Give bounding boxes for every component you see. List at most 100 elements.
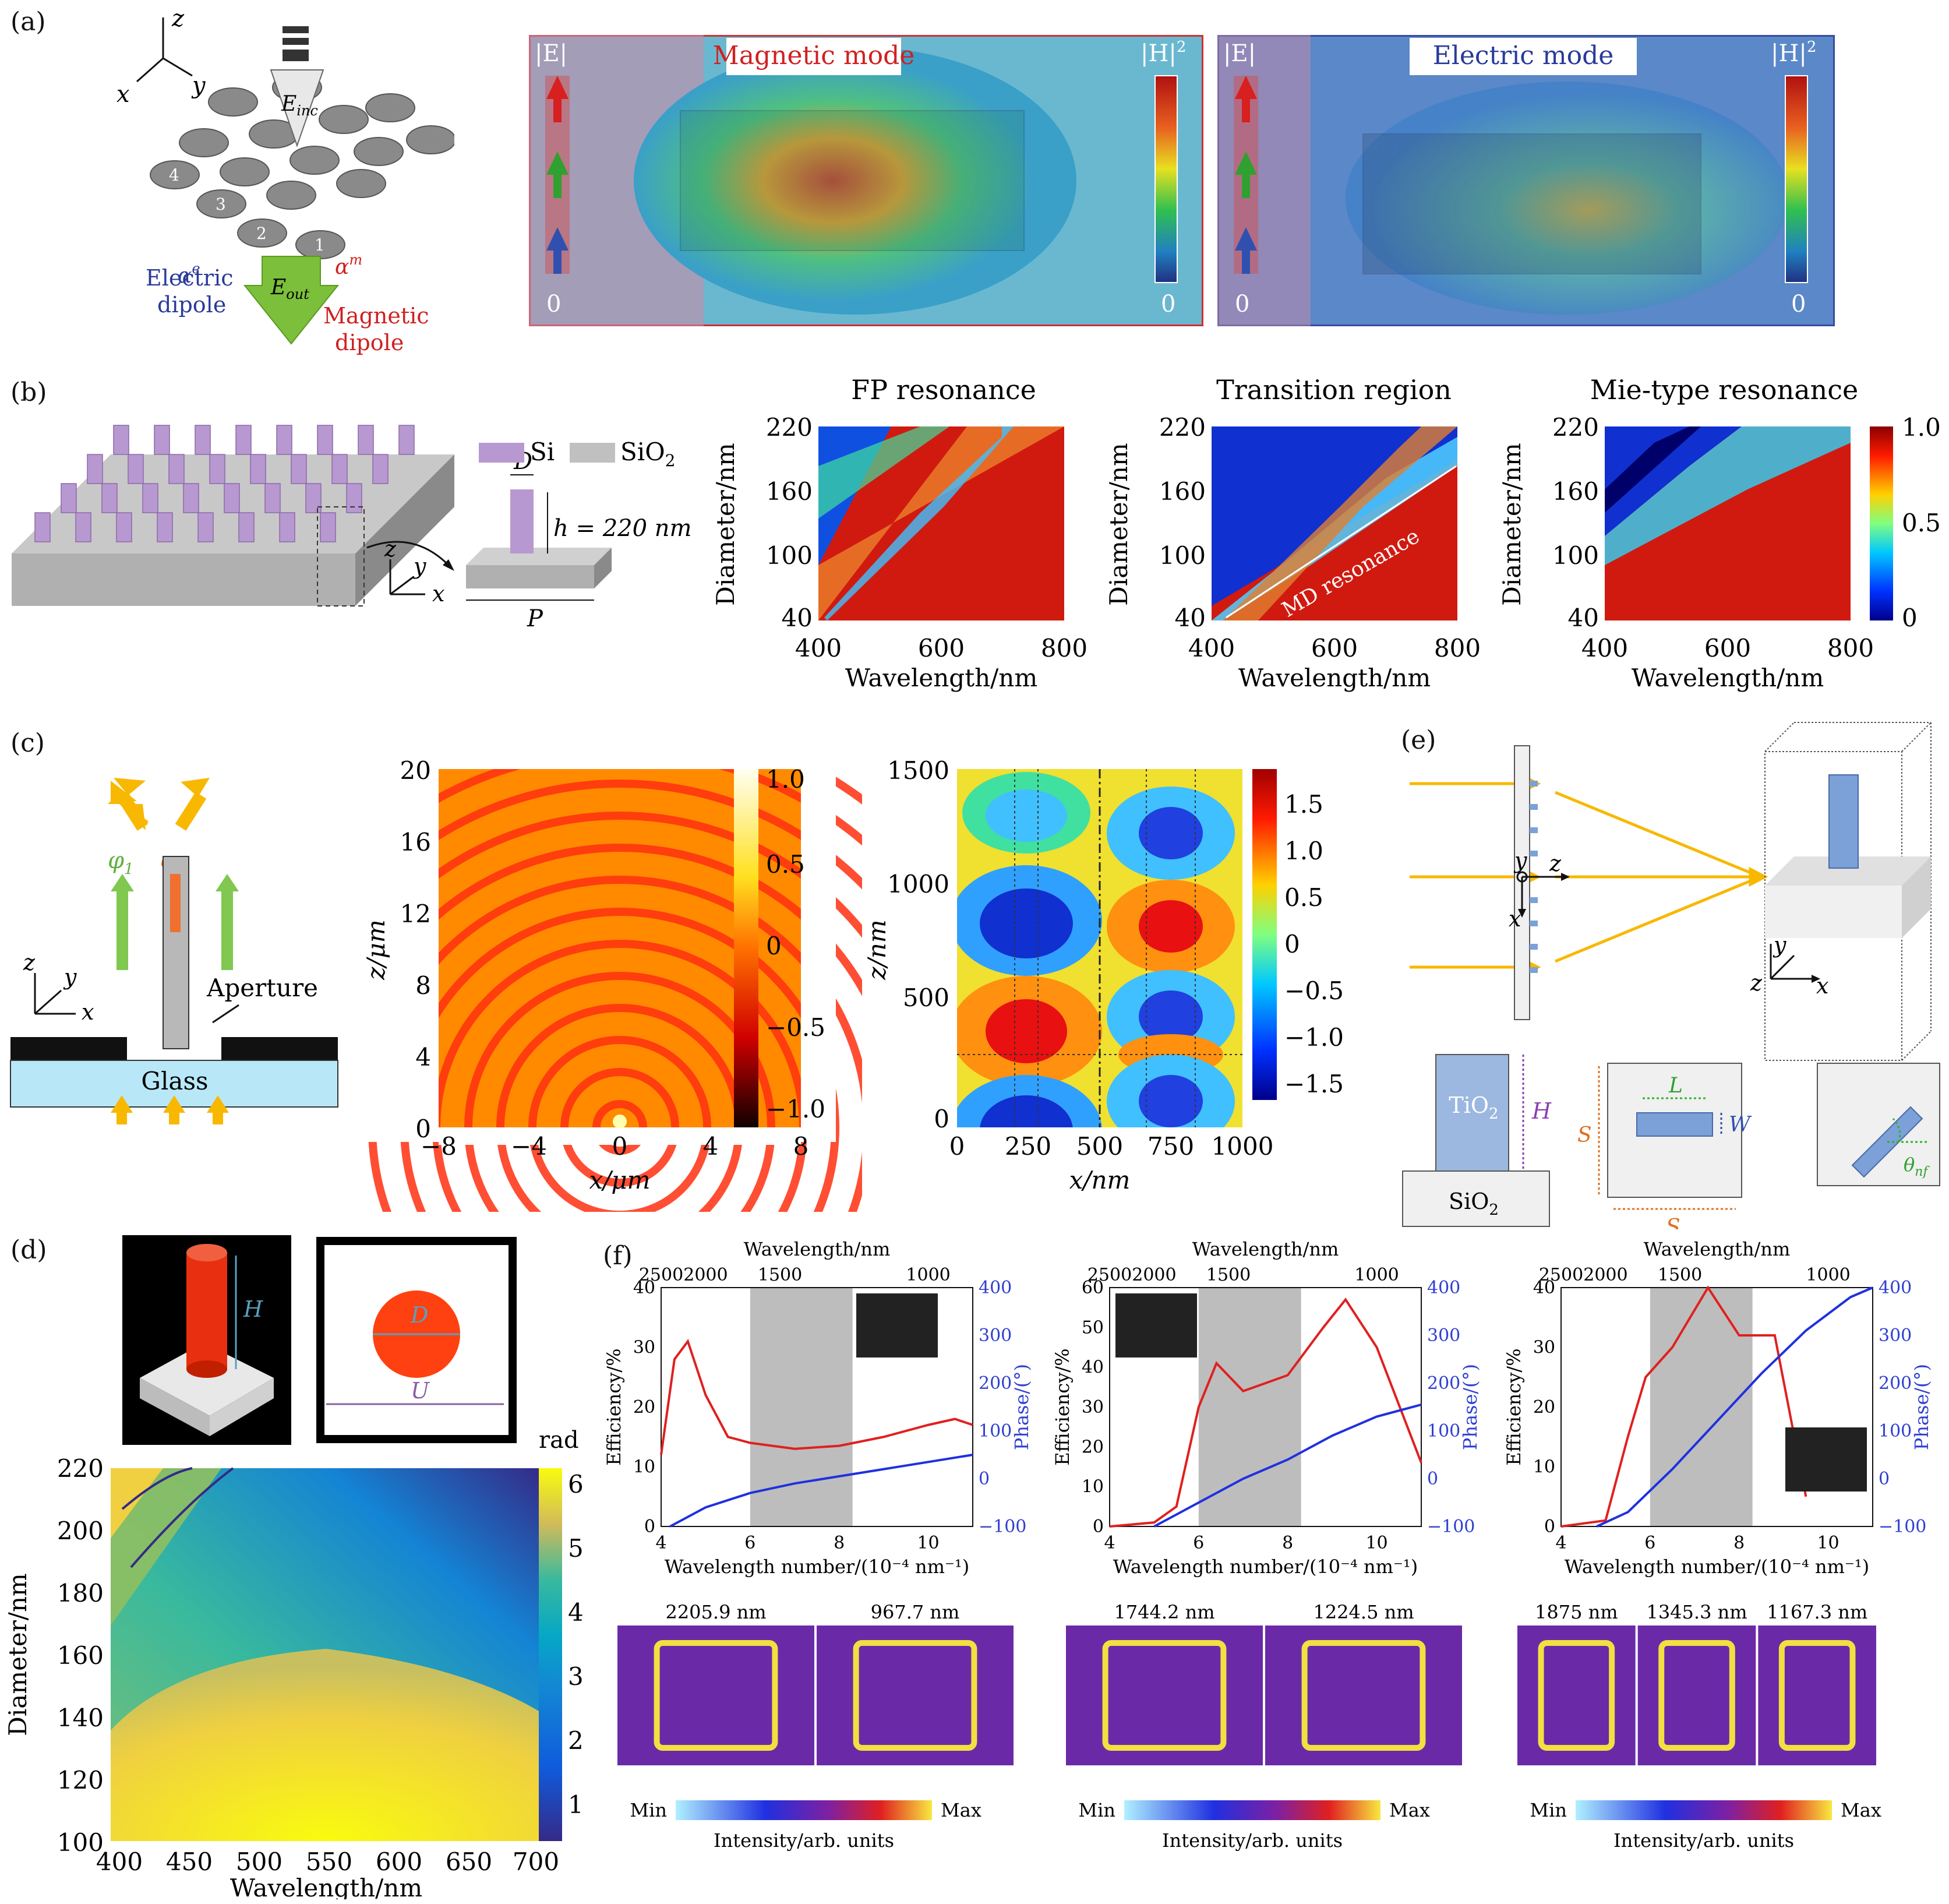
panel-label-c: (c) — [10, 728, 45, 758]
d-colorbar: rad 6 5 4 3 2 1 — [539, 1427, 584, 1841]
glass-label: Glass — [141, 1067, 208, 1095]
panel-label-b: (b) — [10, 378, 47, 407]
x-tick: 6 — [744, 1533, 755, 1553]
y2-tick: 100 — [1427, 1421, 1460, 1441]
top-xlabel: Wavelength/nm — [1644, 1238, 1791, 1260]
outgoing-arrow-icon — [243, 256, 340, 345]
e-inc-label: Einc — [281, 92, 318, 119]
shaded-band — [1650, 1288, 1753, 1526]
e-box-y: y — [1773, 932, 1786, 958]
tio2-label: TiO2 — [1449, 1092, 1498, 1123]
d-period-U: U — [411, 1378, 430, 1404]
panel-label-f: (f) — [603, 1241, 633, 1271]
heatmap-transition: Transition region MD resonance 220 160 1… — [1104, 374, 1481, 692]
y-tick-0nm: 0 — [934, 1105, 949, 1133]
x-tick-600-2: 600 — [1311, 634, 1358, 662]
x-tick-800-3: 800 — [1827, 634, 1874, 662]
x-tick: 4 — [1104, 1533, 1115, 1553]
ylabel-right: Phase/(°) — [1011, 1364, 1033, 1450]
y2-tick: −100 — [1879, 1517, 1926, 1537]
y-tick: 40 — [633, 1278, 655, 1298]
y2-tick: −100 — [1427, 1517, 1475, 1537]
x-tick-500: 500 — [1076, 1132, 1123, 1161]
y2-tick: 300 — [1427, 1325, 1460, 1346]
y-tick: 60 — [1082, 1278, 1104, 1298]
map-hotspot — [853, 1640, 977, 1751]
ylabel-right: Phase/(°) — [1459, 1364, 1481, 1450]
x-tick-400-2: 400 — [1188, 634, 1235, 662]
y-tick: 50 — [1082, 1317, 1104, 1338]
map-wavelength-label: 1744.2 nm — [1114, 1601, 1214, 1623]
d-xlabel: Wavelength/nm — [230, 1874, 422, 1899]
colorbar-c1-svg: 1.0 0.5 0 −0.5 −1.0 — [734, 769, 825, 1127]
e-period-S-horiz: S — [1666, 1215, 1680, 1229]
panel-label-a: (a) — [10, 7, 46, 37]
x-tick-750: 750 — [1147, 1132, 1194, 1161]
efficiency-line — [1109, 1297, 1422, 1528]
map-wavelength-label: 1224.5 nm — [1313, 1601, 1414, 1623]
cb1-tick-m05: −0.5 — [766, 1013, 825, 1042]
y2-tick: 0 — [1427, 1469, 1438, 1489]
e-field-label: |E| — [535, 40, 567, 67]
y2-tick: 200 — [1427, 1373, 1460, 1394]
x-tick-4c: 4 — [703, 1132, 719, 1161]
e-box-z: z — [1750, 970, 1763, 996]
axis-z-c: z — [23, 950, 36, 975]
intensity-label: Intensity/arb. units — [1613, 1829, 1794, 1852]
inset-structure — [856, 1293, 938, 1358]
top-tick: 1000 — [1354, 1265, 1399, 1285]
efficiency-line — [660, 1338, 973, 1455]
si-pillars — [34, 425, 415, 542]
x-tick-400: 400 — [795, 634, 842, 662]
e-zero: 0 — [546, 291, 561, 318]
xlabel-mie: Wavelength/nm — [1632, 664, 1824, 692]
y-tick: 0 — [644, 1517, 655, 1537]
x-tick-800: 800 — [1041, 634, 1088, 662]
map-hotspot — [1538, 1640, 1615, 1751]
cb2-tick-1: 1.0 — [1284, 837, 1323, 865]
y2-tick: −100 — [979, 1517, 1026, 1537]
cb-tick-0: 0 — [1902, 604, 1918, 632]
legend-si: Si — [530, 438, 555, 466]
h-field-label: |H|2 — [1141, 38, 1186, 67]
dipole-metasurface-schematic: z x y 4 3 2 1 1 Einc Eout αe αm Electric… — [116, 6, 454, 355]
cb-tick-1: 1.0 — [1902, 413, 1941, 442]
y2-tick: 300 — [979, 1325, 1012, 1346]
height-label: h = 220 nm — [553, 515, 691, 542]
y-tick: 0 — [1544, 1517, 1555, 1537]
axis-y-b: y — [412, 553, 426, 579]
intensity-map — [1265, 1626, 1462, 1765]
disk-array — [150, 73, 454, 259]
d-x-400: 400 — [96, 1847, 143, 1876]
phase-line — [669, 1454, 973, 1528]
colorbar-max: Max — [1841, 1799, 1881, 1821]
intensity-colorbar — [1124, 1800, 1380, 1820]
d-x-500: 500 — [236, 1847, 283, 1876]
e-length-L: L — [1668, 1074, 1683, 1098]
y-tick: 10 — [1533, 1457, 1555, 1478]
colorbar-min: Min — [630, 1799, 667, 1821]
d-y-200: 200 — [57, 1517, 104, 1545]
top-tick: 2000 — [1583, 1265, 1627, 1285]
disk-number-top: 1 — [259, 55, 270, 74]
d-cb-unit: rad — [539, 1427, 579, 1454]
pillar-unit-cell-views: H D U — [122, 1235, 517, 1445]
panel-label-d: (d) — [10, 1235, 47, 1265]
map-hotspot — [1778, 1640, 1856, 1751]
y2-tick: 400 — [1427, 1278, 1460, 1298]
y-tick: 40 — [1533, 1278, 1555, 1298]
x-tick-250: 250 — [1005, 1132, 1051, 1161]
metalens-schematic: y z x z y x TiO2 SiO2 H L W S S θnf — [1402, 722, 1940, 1229]
ylabel-left: Efficiency/% — [603, 1348, 625, 1465]
disk-number-3: 3 — [216, 195, 226, 214]
colorbar-min: Min — [1530, 1799, 1567, 1821]
y-tick: 10 — [633, 1457, 655, 1478]
ylabel-c1: z/μm — [362, 919, 390, 980]
y2-tick: 100 — [979, 1421, 1012, 1441]
top-tick: 1500 — [1206, 1265, 1251, 1285]
d-ylabel: Diameter/nm — [3, 1573, 32, 1736]
axis-x-label: x — [116, 81, 130, 108]
ylabel-fp: Diameter/nm — [711, 443, 740, 606]
x-tick-m8: −8 — [421, 1132, 457, 1161]
top-tick: 1000 — [906, 1265, 950, 1285]
